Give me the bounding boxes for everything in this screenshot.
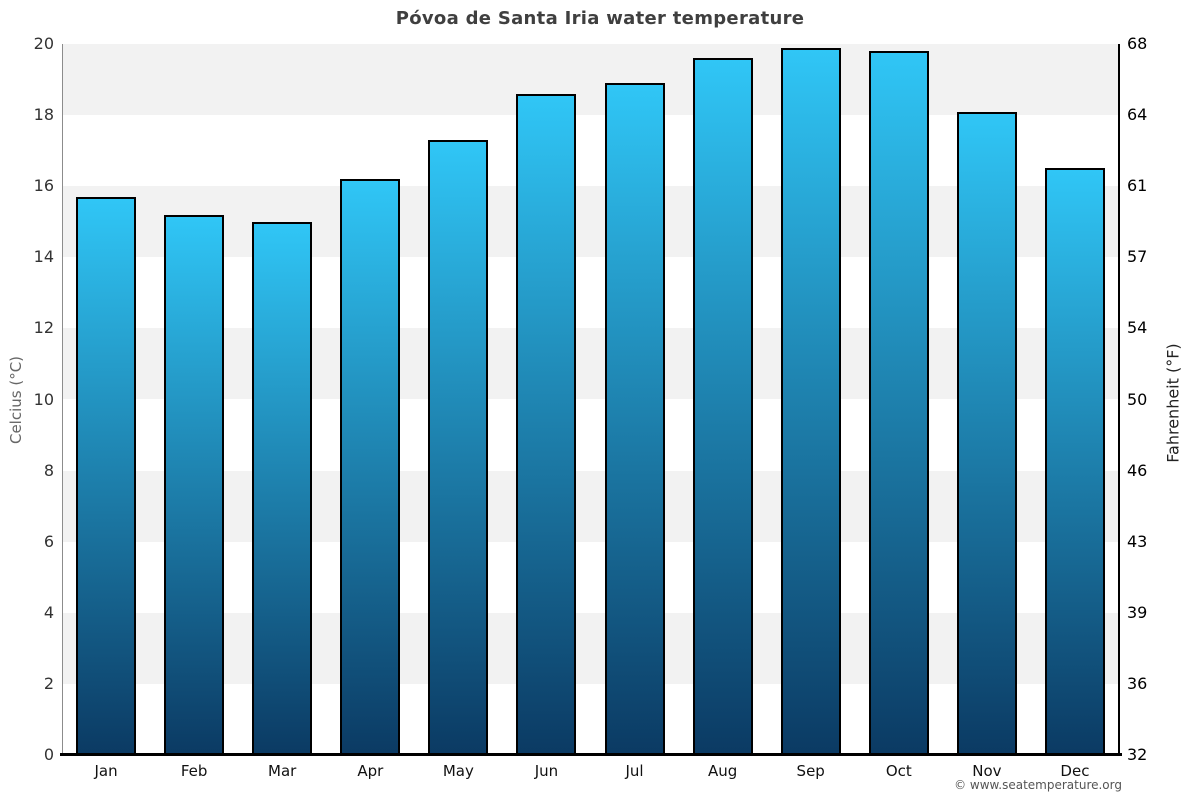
- grid-band: [62, 683, 1119, 755]
- grid-band: [62, 612, 1119, 684]
- bar-oct: [868, 51, 929, 755]
- y-tick-fahrenheit-43: 43: [1127, 531, 1148, 551]
- y-tick-celsius-2: 2: [43, 673, 54, 693]
- y-tick-celsius-12: 12: [33, 318, 54, 338]
- y-tick-fahrenheit-64: 64: [1127, 105, 1148, 125]
- y-axis-line-fahrenheit: [1118, 44, 1120, 755]
- y-tick-fahrenheit-68: 68: [1127, 34, 1148, 53]
- y-tick-celsius-20: 20: [33, 34, 54, 53]
- x-tick-oct: Oct: [885, 762, 912, 780]
- bar-feb: [164, 214, 225, 755]
- grid-band: [62, 328, 1119, 400]
- plot-area: [62, 44, 1119, 755]
- bar-jun: [516, 93, 577, 755]
- grid-band: [62, 541, 1119, 613]
- y-tick-fahrenheit-54: 54: [1127, 318, 1148, 338]
- bar-aug: [692, 58, 753, 755]
- x-axis-line: [60, 753, 1122, 756]
- y-tick-celsius-18: 18: [33, 105, 54, 125]
- copyright-text: © www.seatemperature.org: [954, 778, 1122, 792]
- bar-dec: [1044, 168, 1105, 755]
- y-tick-celsius-4: 4: [43, 602, 54, 622]
- x-tick-sep: Sep: [796, 762, 825, 780]
- y-tick-celsius-6: 6: [43, 531, 54, 551]
- x-tick-jan: Jan: [94, 762, 118, 780]
- x-tick-feb: Feb: [180, 762, 208, 780]
- bar-jan: [76, 196, 137, 755]
- y-tick-fahrenheit-39: 39: [1127, 602, 1148, 622]
- y-tick-fahrenheit-50: 50: [1127, 389, 1148, 409]
- y-axis-title-fahrenheit: Fahrenheit (°F): [1163, 343, 1183, 463]
- x-tick-mar: Mar: [268, 762, 297, 780]
- bar-may: [428, 140, 489, 755]
- y-tick-fahrenheit-32: 32: [1127, 745, 1148, 764]
- y-axis-line-celsius: [62, 44, 63, 755]
- bar-nov: [956, 111, 1017, 755]
- grid-band: [62, 470, 1119, 542]
- y-tick-celsius-16: 16: [33, 176, 54, 196]
- bar-sep: [780, 47, 841, 755]
- x-tick-nov: Nov: [972, 762, 1002, 780]
- y-axis-title-celsius: Celcius (°C): [7, 355, 25, 445]
- x-tick-aug: Aug: [707, 762, 738, 780]
- grid-band: [62, 44, 1119, 116]
- y-tick-fahrenheit-36: 36: [1127, 673, 1148, 693]
- bar-jul: [604, 83, 665, 755]
- y-tick-celsius-10: 10: [33, 389, 54, 409]
- x-tick-apr: Apr: [357, 762, 384, 780]
- y-tick-celsius-14: 14: [33, 247, 54, 267]
- bar-apr: [340, 179, 401, 755]
- x-tick-jun: Jun: [534, 762, 559, 780]
- chart-title: Póvoa de Santa Iria water temperature: [395, 8, 805, 29]
- y-tick-celsius-0: 0: [43, 745, 54, 764]
- x-tick-dec: Dec: [1060, 762, 1090, 780]
- grid-band: [62, 399, 1119, 471]
- grid-band: [62, 115, 1119, 187]
- x-tick-jul: Jul: [625, 762, 644, 780]
- grid-band: [62, 257, 1119, 329]
- bar-mar: [252, 221, 313, 755]
- grid-band: [62, 186, 1119, 258]
- y-tick-celsius-8: 8: [43, 460, 54, 480]
- y-tick-fahrenheit-57: 57: [1127, 247, 1148, 267]
- y-tick-fahrenheit-61: 61: [1127, 176, 1148, 196]
- x-tick-may: May: [442, 762, 474, 780]
- y-tick-fahrenheit-46: 46: [1127, 460, 1148, 480]
